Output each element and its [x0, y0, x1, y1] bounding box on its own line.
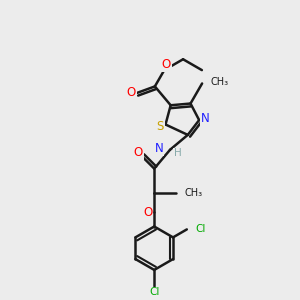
Text: O: O [127, 86, 136, 99]
Text: S: S [157, 120, 164, 133]
Text: H: H [173, 148, 181, 158]
Text: Cl: Cl [149, 287, 159, 297]
Text: O: O [162, 58, 171, 71]
Text: N: N [201, 112, 210, 125]
Text: O: O [143, 206, 152, 218]
Text: O: O [134, 146, 143, 159]
Text: CH₃: CH₃ [211, 77, 229, 87]
Text: N: N [155, 142, 164, 155]
Text: Cl: Cl [195, 224, 205, 234]
Text: CH₃: CH₃ [184, 188, 203, 198]
